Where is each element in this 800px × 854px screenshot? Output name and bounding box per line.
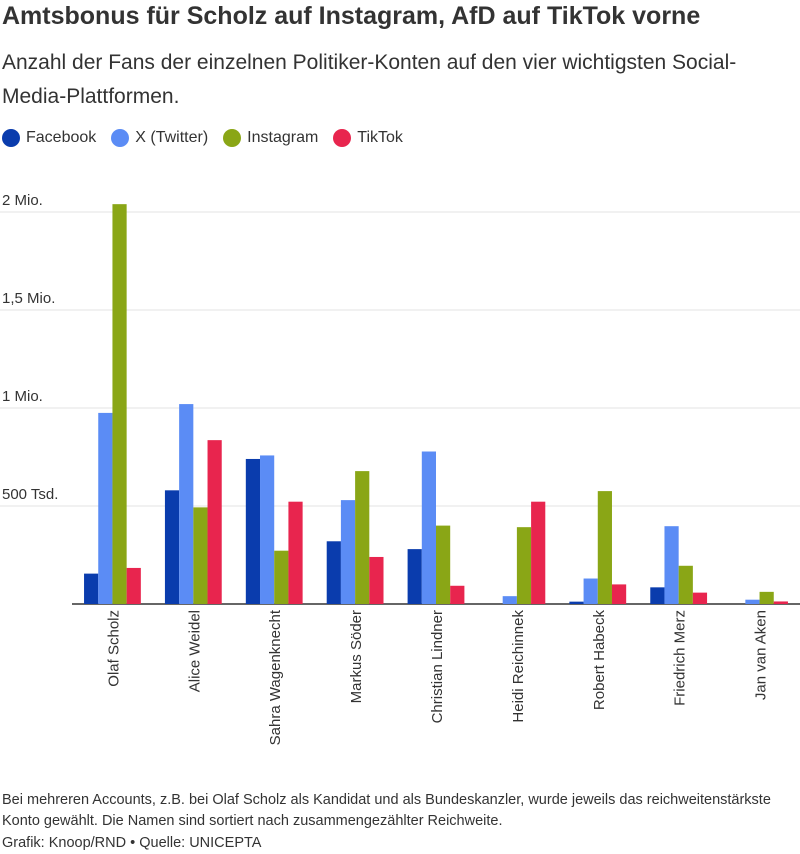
legend-item-tiktok[interactable]: TikTok [333, 129, 403, 147]
bar-x-twitter-alice-weidel[interactable] [179, 404, 194, 604]
bar-chart: 500 Tsd. 1 Mio. 1,5 Mio. 2 Mio. Olaf Scholz A… [0, 192, 800, 745]
bar-instagram-jan-van-aken[interactable] [759, 591, 774, 604]
x-tick-label: Christian Lindner [429, 610, 446, 723]
bar-x-twitter-heidi-reichinnek[interactable] [502, 596, 517, 604]
legend-swatch-tiktok [333, 129, 352, 147]
bar-facebook-friedrich-merz[interactable] [650, 587, 665, 604]
x-tick-label: Olaf Scholz [105, 610, 122, 687]
bar-instagram-sahra-wagenknecht[interactable] [274, 550, 289, 604]
bar-facebook-olaf-scholz[interactable] [84, 573, 99, 604]
x-tick-label: Friedrich Merz [672, 610, 689, 706]
bar-x-twitter-christian-lindner[interactable] [421, 451, 436, 604]
y-tick-label: 500 Tsd. [2, 486, 58, 503]
x-tick-label: Heidi Reichinnek [510, 610, 527, 723]
bar-x-twitter-sahra-wagenknecht[interactable] [260, 455, 275, 604]
legend-label-instagram: Instagram [247, 129, 319, 146]
bar-facebook-sahra-wagenknecht[interactable] [245, 458, 261, 604]
bar-x-twitter-friedrich-merz[interactable] [664, 526, 679, 604]
bar-x-twitter-olaf-scholz[interactable] [98, 412, 113, 604]
bar-facebook-markus-soder[interactable] [326, 541, 341, 604]
bar-facebook-robert-habeck[interactable] [569, 601, 584, 604]
bar-instagram-markus-soder[interactable] [355, 471, 370, 604]
legend-swatch-instagram [223, 129, 242, 147]
x-tick-label: Alice Weidel [186, 610, 203, 692]
legend-swatch-facebook [2, 129, 20, 147]
bar-tiktok-friedrich-merz[interactable] [692, 592, 708, 604]
bar-instagram-alice-weidel[interactable] [193, 507, 208, 604]
y-tick-label: 1 Mio. [2, 388, 43, 405]
bar-tiktok-heidi-reichinnek[interactable] [531, 501, 546, 604]
legend-swatch-x-twitter [111, 129, 130, 147]
y-tick-label: 2 Mio. [2, 192, 43, 209]
legend-label-facebook: Facebook [26, 129, 97, 146]
credit-line: Grafik: Knoop/RND • Quelle: UNICEPTA [2, 835, 262, 851]
bar-tiktok-markus-soder[interactable] [369, 556, 384, 604]
bar-instagram-olaf-scholz[interactable] [112, 204, 127, 604]
legend-item-facebook[interactable]: Facebook [2, 129, 96, 147]
footnote: Bei mehreren Accounts, z.B. bei Olaf Sch… [2, 792, 771, 829]
x-tick-label: Sahra Wagenknecht [267, 609, 284, 745]
bar-tiktok-sahra-wagenknecht[interactable] [288, 501, 303, 604]
bar-instagram-heidi-reichinnek[interactable] [516, 527, 532, 604]
chart-subtitle: Anzahl der Fans der einzelnen Politiker-… [2, 51, 737, 108]
bar-x-twitter-robert-habeck[interactable] [583, 578, 598, 604]
bar-facebook-alice-weidel[interactable] [164, 490, 180, 604]
bar-x-twitter-markus-soder[interactable] [340, 500, 356, 604]
x-tick-label: Markus Söder [348, 610, 365, 703]
bar-instagram-robert-habeck[interactable] [597, 491, 612, 604]
legend-item-x-twitter[interactable]: X (Twitter) [111, 129, 208, 147]
bar-instagram-christian-lindner[interactable] [436, 525, 451, 604]
bar-tiktok-alice-weidel[interactable] [207, 440, 222, 604]
bar-tiktok-olaf-scholz[interactable] [126, 567, 141, 604]
bar-instagram-friedrich-merz[interactable] [678, 565, 693, 604]
bar-tiktok-jan-van-aken[interactable] [773, 601, 788, 604]
legend-label-x-twitter: X (Twitter) [135, 129, 209, 146]
bar-x-twitter-jan-van-aken[interactable] [745, 599, 760, 604]
bar-facebook-christian-lindner[interactable] [407, 549, 422, 604]
chart-title: Amtsbonus für Scholz auf Instagram, AfD … [2, 2, 701, 30]
bar-tiktok-robert-habeck[interactable] [611, 584, 627, 604]
legend-item-instagram[interactable]: Instagram [223, 129, 318, 147]
x-tick-label: Jan van Aken [753, 610, 770, 700]
legend-label-tiktok: TikTok [357, 129, 403, 146]
bar-tiktok-christian-lindner[interactable] [450, 585, 465, 604]
y-tick-label: 1,5 Mio. [2, 290, 55, 307]
legend: Facebook X (Twitter) Instagram TikTok [2, 129, 418, 147]
x-tick-label: Robert Habeck [591, 610, 608, 711]
